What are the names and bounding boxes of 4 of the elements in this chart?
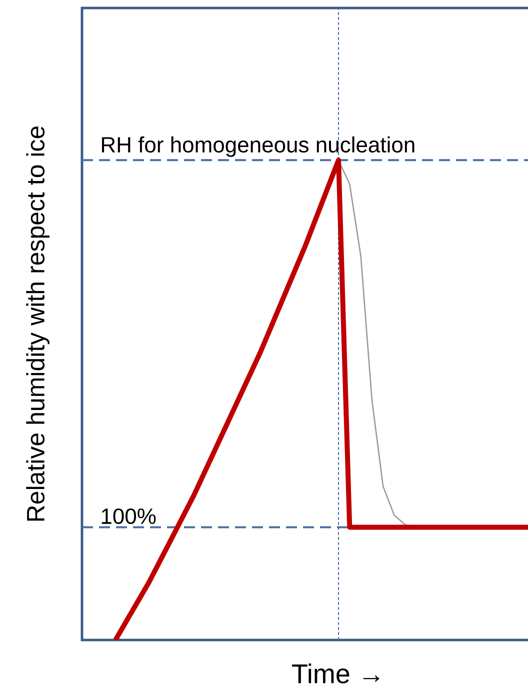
ref-line-label: RH for homogeneous nucleation: [102, 136, 414, 157]
annotation: 100%: [102, 508, 156, 524]
y-axis-title: Relative humidity with respect to ice: [26, 126, 50, 521]
x-axis-title: Time →: [292, 664, 380, 684]
